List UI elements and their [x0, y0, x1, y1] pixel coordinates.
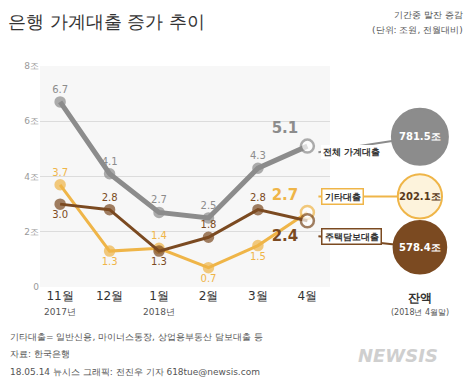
svg-text:2조: 2조 — [24, 227, 39, 237]
svg-text:기타대출= 일반신용, 마이너스통장, 상업용부동산 담보대: 기타대출= 일반신용, 마이너스통장, 상업용부동산 담보대출 등 — [10, 332, 263, 342]
svg-text:NEWSIS: NEWSIS — [358, 345, 438, 366]
svg-text:1.3: 1.3 — [102, 256, 118, 267]
svg-text:2.7: 2.7 — [272, 186, 299, 204]
svg-text:기간중 말잔 증감: 기간중 말잔 증감 — [394, 10, 463, 20]
svg-text:2017년: 2017년 — [44, 307, 76, 317]
svg-text:8조: 8조 — [24, 61, 39, 71]
svg-text:전체 가계대출: 전체 가계대출 — [323, 147, 380, 157]
svg-text:0.7: 0.7 — [201, 273, 217, 284]
svg-text:781.5조: 781.5조 — [399, 131, 441, 142]
svg-text:자료: 한국은행: 자료: 한국은행 — [10, 349, 70, 359]
svg-text:3.0: 3.0 — [52, 209, 68, 220]
svg-text:기타대출: 기타대출 — [325, 192, 361, 202]
svg-text:1.4: 1.4 — [151, 230, 167, 241]
svg-text:11월: 11월 — [46, 289, 73, 303]
svg-text:0: 0 — [33, 282, 39, 292]
svg-text:2.4: 2.4 — [272, 227, 299, 245]
svg-text:은행 가계대출 증가 추이: 은행 가계대출 증가 추이 — [8, 11, 205, 32]
svg-text:202.1조: 202.1조 — [399, 191, 441, 202]
svg-text:18.05.14 뉴시스 그래픽: 전진우 기자 618tu: 18.05.14 뉴시스 그래픽: 전진우 기자 618tue@newsis.c… — [10, 367, 260, 377]
svg-text:1월: 1월 — [149, 289, 169, 303]
svg-text:(2018년 4월말): (2018년 4월말) — [391, 308, 449, 317]
svg-text:2.8: 2.8 — [102, 192, 118, 203]
svg-text:2월: 2월 — [199, 289, 219, 303]
svg-text:1.3: 1.3 — [151, 256, 167, 267]
svg-text:1.8: 1.8 — [201, 219, 217, 230]
svg-text:4조: 4조 — [24, 172, 39, 182]
svg-text:2.8: 2.8 — [250, 192, 266, 203]
svg-text:4.1: 4.1 — [102, 156, 118, 167]
svg-text:4월: 4월 — [298, 289, 318, 303]
svg-text:주택담보대출: 주택담보대출 — [325, 232, 379, 242]
svg-text:2.5: 2.5 — [201, 200, 217, 211]
svg-text:6.7: 6.7 — [52, 84, 68, 95]
svg-text:(단위: 조원, 전월대비): (단위: 조원, 전월대비) — [372, 25, 463, 35]
svg-text:4.3: 4.3 — [250, 150, 266, 161]
svg-text:12월: 12월 — [96, 289, 123, 303]
svg-text:578.4조: 578.4조 — [399, 242, 441, 253]
svg-text:2.7: 2.7 — [151, 194, 167, 205]
svg-text:1.5: 1.5 — [250, 251, 266, 262]
svg-text:3월: 3월 — [248, 289, 268, 303]
svg-text:2018년: 2018년 — [143, 307, 175, 317]
svg-text:잔액: 잔액 — [408, 291, 432, 305]
svg-text:3.7: 3.7 — [52, 167, 68, 178]
svg-text:5.1: 5.1 — [272, 119, 299, 137]
svg-text:6조: 6조 — [24, 116, 39, 126]
